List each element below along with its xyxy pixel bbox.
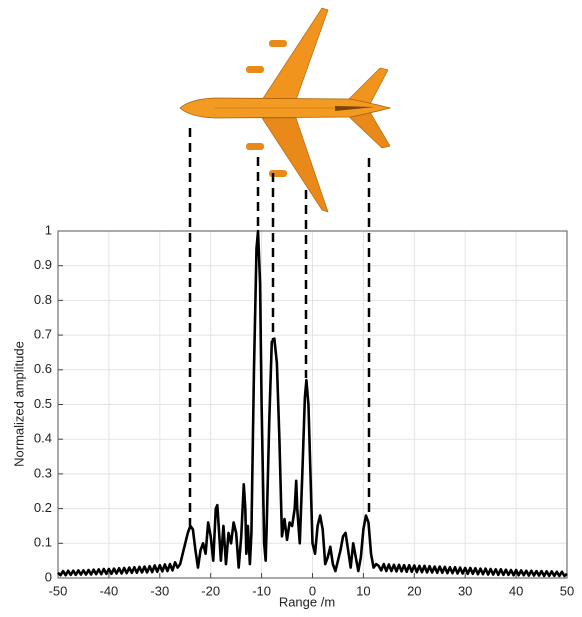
x-axis-label: Range /m <box>279 594 335 609</box>
y-tick-label: 1 <box>45 222 52 237</box>
y-tick-label: 0.1 <box>34 535 52 550</box>
y-tick-label: 0.2 <box>34 500 52 515</box>
page: -50-40-30-20-100102030405000.10.20.30.40… <box>0 0 582 617</box>
x-tick-label: 10 <box>356 583 370 598</box>
airplane <box>180 8 390 212</box>
x-tick-label: 30 <box>458 583 472 598</box>
y-tick-label: 0.7 <box>34 327 52 342</box>
y-tick-label: 0.3 <box>34 465 52 480</box>
y-tick-label: 0 <box>45 569 52 584</box>
x-tick-label: -10 <box>252 583 271 598</box>
x-tick-label: -50 <box>49 583 68 598</box>
y-tick-label: 0.4 <box>34 431 52 446</box>
x-tick-label: 40 <box>509 583 523 598</box>
x-tick-label: 20 <box>407 583 421 598</box>
x-tick-label: 50 <box>560 583 574 598</box>
y-tick-label: 0.9 <box>34 257 52 272</box>
x-tick-label: -20 <box>201 583 220 598</box>
x-tick-label: -40 <box>100 583 119 598</box>
y-axis-label: Normalized amplitude <box>11 341 26 467</box>
x-tick-label: -30 <box>150 583 169 598</box>
y-tick-label: 0.5 <box>34 396 52 411</box>
y-tick-label: 0.6 <box>34 361 52 376</box>
y-tick-label: 0.8 <box>34 292 52 307</box>
chart: -50-40-30-20-100102030405000.10.20.30.40… <box>0 0 582 617</box>
